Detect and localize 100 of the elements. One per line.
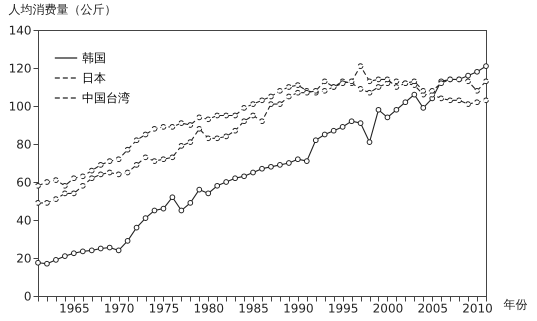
point	[241, 105, 247, 111]
point	[106, 158, 113, 164]
point	[456, 97, 462, 104]
y-tick-label: 40	[16, 214, 32, 228]
point	[294, 82, 301, 88]
point	[394, 84, 400, 90]
point	[366, 139, 372, 145]
point	[268, 94, 274, 100]
point	[322, 78, 328, 84]
point	[358, 120, 364, 126]
point	[223, 112, 230, 118]
y-tick-label: 100	[8, 100, 32, 114]
point	[250, 112, 256, 118]
point	[250, 101, 256, 107]
point	[322, 88, 328, 94]
point	[187, 122, 194, 128]
point	[474, 99, 480, 106]
point	[62, 253, 68, 259]
point	[394, 106, 400, 113]
point	[187, 139, 194, 145]
x-tick-label: 2000	[372, 302, 404, 316]
point	[294, 90, 301, 96]
point	[340, 124, 346, 130]
x-tick-label: 1995	[328, 302, 358, 316]
point	[483, 78, 489, 84]
y-tick-label: 140	[8, 24, 32, 38]
y-tick-label: 120	[8, 62, 32, 76]
point	[223, 134, 230, 140]
point	[394, 78, 400, 84]
point	[438, 96, 444, 102]
point	[330, 128, 337, 134]
point	[170, 154, 176, 160]
point	[142, 215, 148, 221]
y-tick-label: 80	[16, 138, 32, 152]
point	[196, 186, 202, 192]
legend-label: 日本	[82, 71, 106, 85]
point	[232, 128, 238, 134]
point	[160, 156, 166, 162]
legend-label: 中国台湾	[82, 91, 130, 105]
point	[259, 97, 265, 104]
point	[376, 84, 382, 90]
point	[53, 196, 59, 202]
point	[474, 68, 480, 75]
point	[44, 260, 50, 267]
point	[178, 120, 184, 126]
point	[304, 158, 310, 164]
point	[35, 182, 41, 189]
x-tick-label: 1965	[59, 302, 90, 316]
x-tick-label: 1990	[283, 302, 314, 316]
point	[62, 190, 68, 196]
point	[205, 116, 212, 122]
point	[384, 76, 390, 82]
point	[411, 92, 418, 98]
point	[88, 175, 95, 182]
point	[70, 190, 77, 196]
point	[268, 164, 274, 170]
legend-label: 韩国	[82, 51, 106, 65]
point	[483, 97, 489, 104]
point	[152, 208, 158, 214]
point	[160, 124, 166, 130]
x-tick-label: 1980	[193, 302, 224, 316]
point	[53, 257, 59, 263]
point	[241, 118, 247, 124]
y-axis-title: 人均消费量（公斤）	[8, 2, 116, 16]
point	[88, 248, 95, 254]
point	[214, 182, 220, 189]
point	[98, 162, 104, 168]
point	[178, 143, 184, 149]
x-tick-label: 2005	[417, 302, 448, 316]
point	[294, 156, 301, 162]
point	[160, 206, 166, 212]
point	[196, 114, 202, 120]
point	[134, 224, 140, 230]
point	[70, 175, 77, 182]
x-tick-label: 1985	[238, 302, 269, 316]
point	[465, 101, 471, 107]
point	[429, 88, 436, 94]
point	[152, 158, 158, 164]
point	[250, 170, 256, 176]
point	[116, 248, 122, 254]
point	[322, 132, 328, 138]
point	[358, 63, 364, 69]
point	[106, 244, 113, 250]
point	[465, 72, 471, 78]
point	[106, 170, 113, 176]
point	[187, 200, 194, 206]
x-tick-label: 1975	[148, 302, 180, 316]
point	[88, 168, 95, 174]
point	[447, 97, 454, 104]
point	[214, 135, 220, 142]
point	[277, 162, 283, 168]
point	[62, 182, 68, 189]
point	[53, 177, 59, 183]
point	[196, 126, 202, 132]
point	[420, 105, 426, 111]
point	[35, 200, 41, 206]
point	[483, 63, 489, 69]
point	[366, 78, 372, 84]
point	[80, 248, 86, 254]
point	[152, 126, 158, 132]
